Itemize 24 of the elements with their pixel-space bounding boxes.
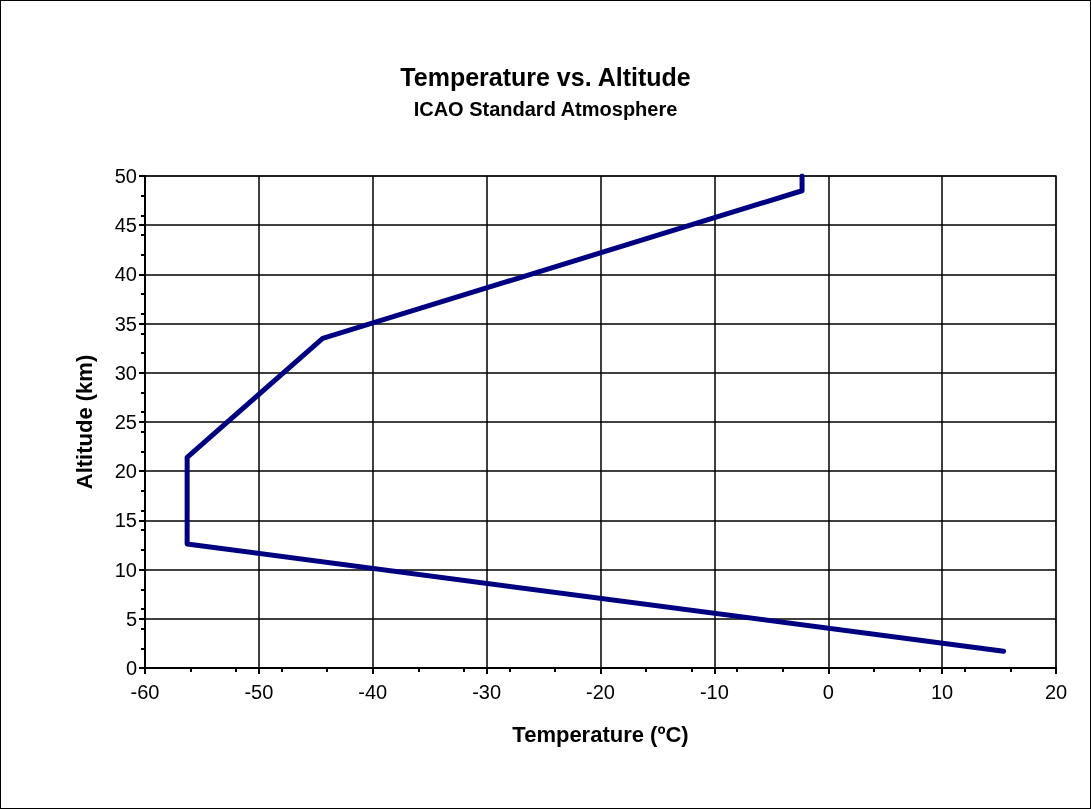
y-tick-label: 50	[114, 165, 137, 187]
x-tick-label: -30	[472, 681, 502, 703]
x-tick-label: -10	[699, 681, 729, 703]
y-tick-label: 45	[114, 214, 137, 237]
y-axis-title: Altitude (km)	[71, 354, 97, 490]
x-tick-label: -20	[586, 681, 615, 703]
x-axis-title: Temperature (ºC)	[512, 721, 689, 747]
y-tick-label: 0	[125, 657, 137, 679]
y-tick-label: 40	[114, 263, 137, 286]
y-tick-label: 25	[114, 411, 137, 433]
y-tick-label: 15	[114, 509, 137, 532]
y-tick-label: 5	[125, 607, 137, 630]
x-tick-label: 10	[931, 681, 954, 703]
x-tick-label: 0	[822, 681, 834, 703]
x-tick-label: 20	[1044, 681, 1068, 703]
x-tick-label: -40	[358, 681, 388, 703]
y-tick-label: 20	[114, 460, 137, 483]
y-tick-label: 35	[114, 312, 137, 335]
y-tick-label: 10	[114, 558, 137, 581]
chart-subtitle: ICAO Standard Atmosphere	[413, 98, 678, 120]
x-tick-label: -60	[130, 681, 160, 703]
y-tick-label: 30	[114, 361, 137, 384]
x-tick-label: -50	[244, 681, 274, 703]
chart-title: Temperature vs. Altitude	[400, 62, 691, 91]
